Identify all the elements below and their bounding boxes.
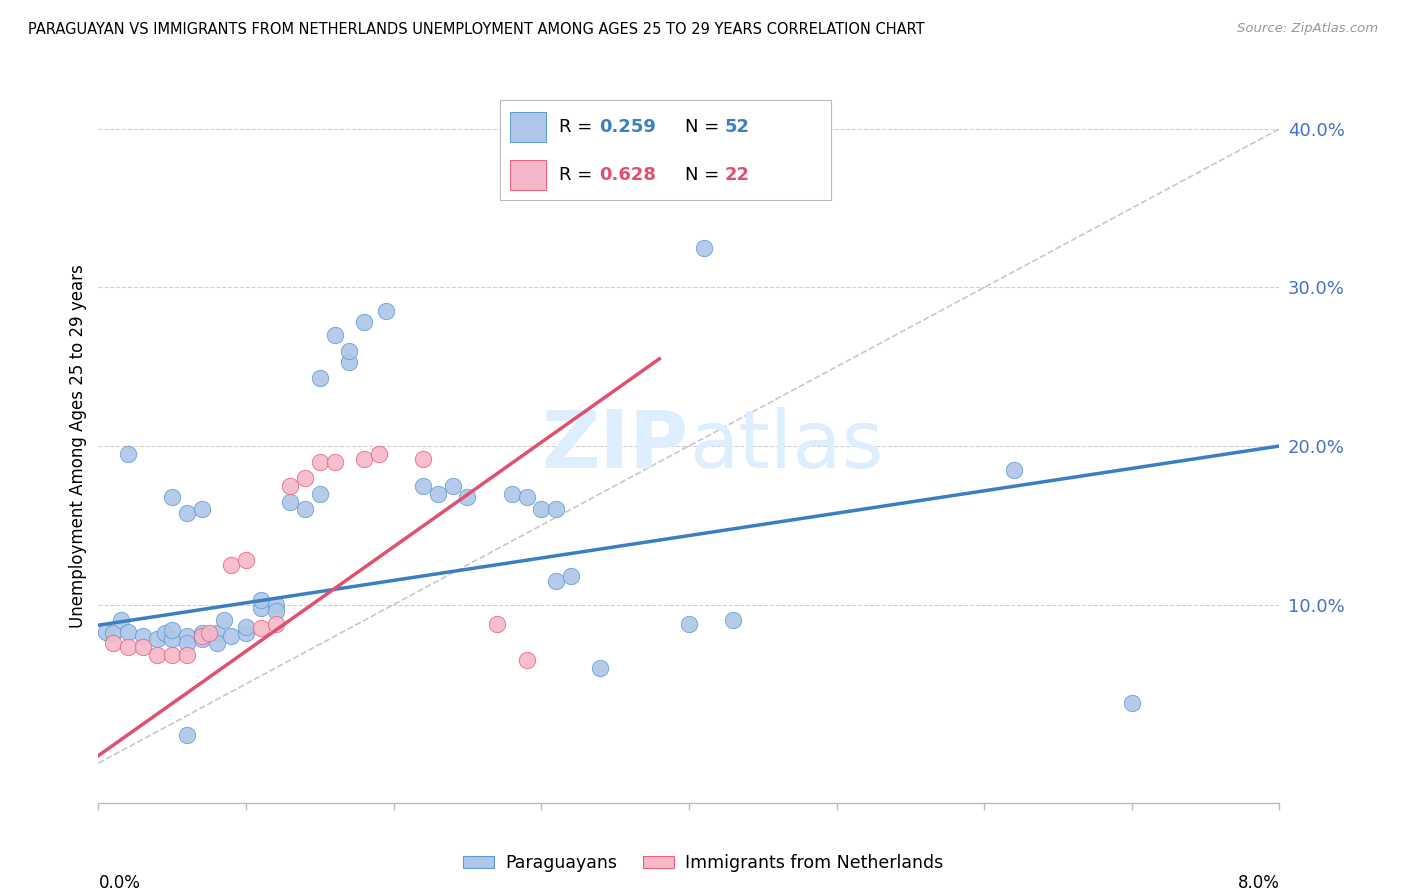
Point bbox=[264, 598, 287, 612]
Point bbox=[132, 629, 155, 643]
Point bbox=[589, 661, 612, 675]
Point bbox=[162, 632, 183, 647]
Text: atlas: atlas bbox=[689, 407, 883, 485]
Point bbox=[515, 490, 537, 504]
Point bbox=[456, 490, 478, 504]
Point bbox=[191, 629, 214, 643]
Point bbox=[412, 451, 434, 466]
Point bbox=[198, 626, 221, 640]
Point bbox=[153, 626, 176, 640]
Text: PARAGUAYAN VS IMMIGRANTS FROM NETHERLANDS UNEMPLOYMENT AMONG AGES 25 TO 29 YEARS: PARAGUAYAN VS IMMIGRANTS FROM NETHERLAND… bbox=[28, 22, 925, 37]
Point bbox=[308, 486, 332, 500]
Point bbox=[103, 635, 125, 649]
Point bbox=[117, 640, 139, 655]
Point bbox=[323, 455, 346, 469]
Point bbox=[515, 653, 537, 667]
Point bbox=[721, 614, 744, 628]
Point bbox=[117, 624, 139, 639]
Point bbox=[219, 558, 242, 572]
Point bbox=[1121, 696, 1143, 710]
Point bbox=[323, 328, 346, 343]
Point bbox=[353, 451, 375, 466]
Point bbox=[191, 502, 214, 516]
Point bbox=[278, 494, 302, 508]
Point bbox=[235, 626, 257, 640]
Legend: Paraguayans, Immigrants from Netherlands: Paraguayans, Immigrants from Netherlands bbox=[456, 847, 950, 879]
Point bbox=[501, 486, 523, 500]
Point bbox=[485, 616, 508, 631]
Point bbox=[441, 478, 464, 492]
Point bbox=[235, 553, 257, 567]
Point bbox=[219, 629, 242, 643]
Point bbox=[693, 241, 716, 255]
Point bbox=[308, 455, 332, 469]
Point bbox=[353, 315, 375, 329]
Point bbox=[162, 648, 183, 663]
Point bbox=[560, 569, 582, 583]
Point bbox=[176, 635, 198, 649]
Point bbox=[678, 616, 700, 631]
Text: 0.0%: 0.0% bbox=[98, 874, 141, 892]
Point bbox=[294, 502, 316, 516]
Point bbox=[412, 478, 434, 492]
Point bbox=[250, 621, 273, 635]
Point bbox=[146, 648, 169, 663]
Point bbox=[264, 604, 287, 618]
Point bbox=[176, 506, 198, 520]
Point bbox=[546, 502, 568, 516]
Text: 8.0%: 8.0% bbox=[1237, 874, 1279, 892]
Point bbox=[205, 635, 228, 649]
Point bbox=[426, 486, 449, 500]
Point bbox=[278, 478, 302, 492]
Point bbox=[132, 640, 155, 655]
Point bbox=[191, 632, 214, 647]
Point bbox=[530, 502, 553, 516]
Point bbox=[94, 624, 117, 639]
Point bbox=[264, 616, 287, 631]
Point bbox=[250, 600, 273, 615]
Point bbox=[308, 371, 332, 385]
Point bbox=[146, 632, 169, 647]
Text: Source: ZipAtlas.com: Source: ZipAtlas.com bbox=[1237, 22, 1378, 36]
Point bbox=[117, 447, 139, 461]
Point bbox=[294, 471, 316, 485]
Y-axis label: Unemployment Among Ages 25 to 29 years: Unemployment Among Ages 25 to 29 years bbox=[69, 264, 87, 628]
Point bbox=[176, 728, 198, 742]
Point bbox=[162, 490, 183, 504]
Point bbox=[375, 304, 398, 318]
Point bbox=[337, 355, 360, 369]
Point bbox=[235, 620, 257, 634]
Point bbox=[205, 626, 228, 640]
Point bbox=[176, 648, 198, 663]
Point bbox=[110, 614, 132, 628]
Point bbox=[162, 623, 183, 637]
Point bbox=[546, 574, 568, 588]
Text: ZIP: ZIP bbox=[541, 407, 689, 485]
Point bbox=[212, 614, 235, 628]
Point bbox=[250, 592, 273, 607]
Point bbox=[367, 447, 389, 461]
Point bbox=[103, 626, 125, 640]
Point bbox=[589, 182, 612, 196]
Point bbox=[1002, 463, 1025, 477]
Point bbox=[191, 626, 214, 640]
Point bbox=[337, 343, 360, 358]
Point bbox=[176, 629, 198, 643]
